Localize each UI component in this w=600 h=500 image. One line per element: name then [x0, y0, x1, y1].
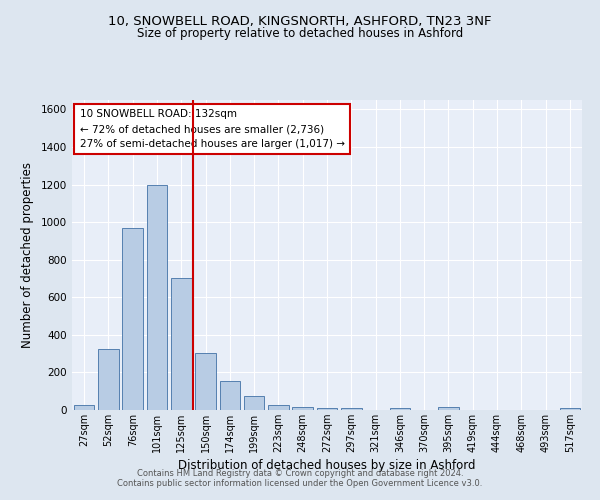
Text: 10 SNOWBELL ROAD: 132sqm
← 72% of detached houses are smaller (2,736)
27% of sem: 10 SNOWBELL ROAD: 132sqm ← 72% of detach…	[80, 110, 344, 149]
Bar	[122, 228, 143, 410]
Bar	[74, 404, 94, 410]
Bar	[317, 408, 337, 410]
Bar	[244, 396, 265, 410]
Text: Size of property relative to detached houses in Ashford: Size of property relative to detached ho…	[137, 28, 463, 40]
X-axis label: Distribution of detached houses by size in Ashford: Distribution of detached houses by size …	[178, 459, 476, 472]
Text: Contains HM Land Registry data © Crown copyright and database right 2024.: Contains HM Land Registry data © Crown c…	[137, 468, 463, 477]
Bar	[220, 381, 240, 410]
Bar	[389, 408, 410, 410]
Bar	[292, 406, 313, 410]
Bar	[438, 407, 459, 410]
Bar	[98, 349, 119, 410]
Bar	[195, 352, 216, 410]
Bar	[268, 404, 289, 410]
Bar	[341, 408, 362, 410]
Bar	[171, 278, 191, 410]
Bar	[560, 408, 580, 410]
Text: Contains public sector information licensed under the Open Government Licence v3: Contains public sector information licen…	[118, 478, 482, 488]
Text: 10, SNOWBELL ROAD, KINGSNORTH, ASHFORD, TN23 3NF: 10, SNOWBELL ROAD, KINGSNORTH, ASHFORD, …	[108, 15, 492, 28]
Y-axis label: Number of detached properties: Number of detached properties	[21, 162, 34, 348]
Bar	[146, 184, 167, 410]
